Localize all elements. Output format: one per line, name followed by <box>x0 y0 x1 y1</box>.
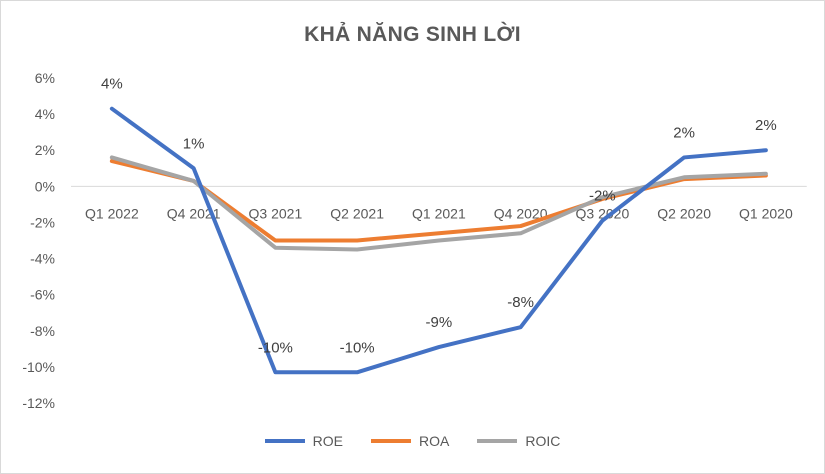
y-tick-label: -12% <box>22 395 55 411</box>
y-tick-label: 2% <box>35 142 55 158</box>
x-tick-label: Q1 2021 <box>412 205 466 221</box>
legend-label: ROA <box>419 433 450 449</box>
x-tick-label: Q4 2020 <box>494 205 548 221</box>
data-label: -2% <box>589 188 616 205</box>
y-tick-label: -6% <box>30 287 55 303</box>
y-tick-label: 0% <box>35 178 55 194</box>
legend-label: ROIC <box>525 433 561 449</box>
data-label: -10% <box>340 339 375 356</box>
x-tick-label: Q1 2022 <box>85 205 139 221</box>
legend-label: ROE <box>312 433 343 449</box>
data-label: 4% <box>101 76 123 93</box>
data-label: 1% <box>183 135 205 152</box>
legend-item-roa: ROA <box>371 433 449 449</box>
x-tick-label: Q1 2020 <box>739 205 793 221</box>
legend-item-roe: ROE <box>264 433 343 449</box>
data-label: -8% <box>507 294 534 311</box>
series-line-roa <box>109 159 768 243</box>
chart-title: KHẢ NĂNG SINH LỜI <box>304 23 521 46</box>
y-tick-label: -8% <box>30 323 55 339</box>
legend-swatch <box>264 439 305 443</box>
x-tick-label: Q3 2021 <box>249 205 303 221</box>
x-tick-label: Q2 2020 <box>657 205 711 221</box>
series-line-roe <box>109 106 768 375</box>
y-tick-label: -2% <box>30 214 55 230</box>
y-tick-label: -10% <box>22 359 55 375</box>
data-label: 2% <box>755 117 777 134</box>
chart-legend: ROE ROA ROIC <box>1 433 824 449</box>
legend-swatch <box>371 439 411 443</box>
y-tick-label: 4% <box>35 106 55 122</box>
y-tick-label: 6% <box>35 70 55 86</box>
legend-swatch <box>477 439 518 443</box>
data-label: -10% <box>258 339 293 356</box>
data-label: -9% <box>426 314 453 331</box>
data-label: 2% <box>673 124 695 141</box>
series-line-roic <box>109 155 768 252</box>
legend-item-roic: ROIC <box>477 433 560 449</box>
y-tick-label: -4% <box>30 251 55 267</box>
x-tick-label: Q4 2021 <box>167 205 221 221</box>
x-tick-label: Q2 2021 <box>330 205 384 221</box>
